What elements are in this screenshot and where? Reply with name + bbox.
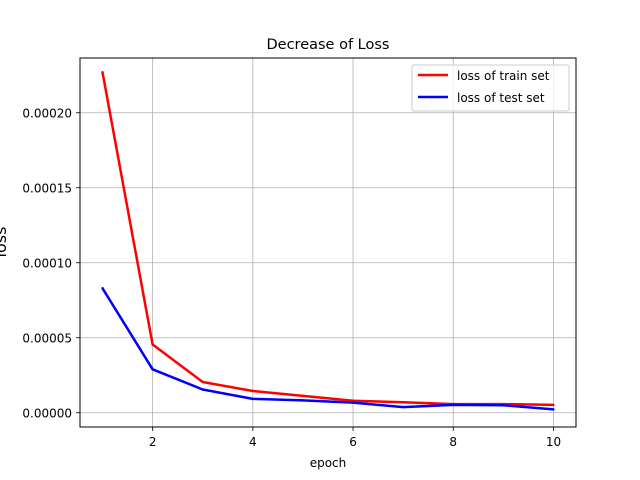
data-point-1	[401, 405, 405, 409]
legend-label-test: loss of test set	[457, 91, 545, 105]
data-point-0	[151, 343, 154, 346]
legend: loss of train set loss of test set	[411, 64, 570, 112]
x-axis-label: epoch	[310, 456, 347, 470]
chart-title: Decrease of Loss	[267, 37, 390, 53]
axes-frame	[79, 57, 577, 428]
axis-ticks: 2 4 6 8 10 0.00000 0.00005 0.00010 0.00015 0.0002…	[22, 106, 561, 449]
data-point-1	[351, 401, 355, 404]
data-point-0	[101, 71, 104, 74]
legend-box	[411, 64, 570, 112]
grid-lines	[80, 58, 576, 427]
data-point-1	[452, 403, 455, 407]
y-tick-label: 0.00010	[22, 256, 72, 270]
series-line-1	[101, 287, 554, 411]
x-tick-label: 2	[149, 435, 157, 449]
data-point-1	[502, 404, 505, 407]
data-point-0	[552, 403, 555, 407]
data-point-0	[201, 380, 204, 384]
y-axis-label: loss	[0, 227, 10, 258]
data-point-1	[251, 397, 255, 401]
y-tick-label: 0.00015	[22, 181, 72, 195]
data-point-1	[552, 408, 555, 411]
y-tick-label: 0.00000	[22, 406, 72, 420]
data-point-0	[301, 394, 305, 398]
x-tick-label: 6	[349, 435, 357, 449]
data-point-1	[151, 368, 154, 371]
x-tick-label: 8	[449, 435, 457, 449]
data-point-1	[301, 399, 305, 402]
data-point-0	[401, 401, 405, 404]
data-point-1	[201, 388, 204, 391]
series-lines	[101, 71, 555, 411]
data-point-0	[251, 389, 255, 393]
legend-label-train: loss of train set	[457, 69, 550, 83]
x-tick-label: 10	[546, 435, 561, 449]
y-tick-label: 0.00020	[22, 106, 72, 120]
data-point-1	[101, 287, 104, 290]
x-tick-label: 4	[249, 435, 257, 449]
y-tick-label: 0.00005	[22, 331, 72, 345]
